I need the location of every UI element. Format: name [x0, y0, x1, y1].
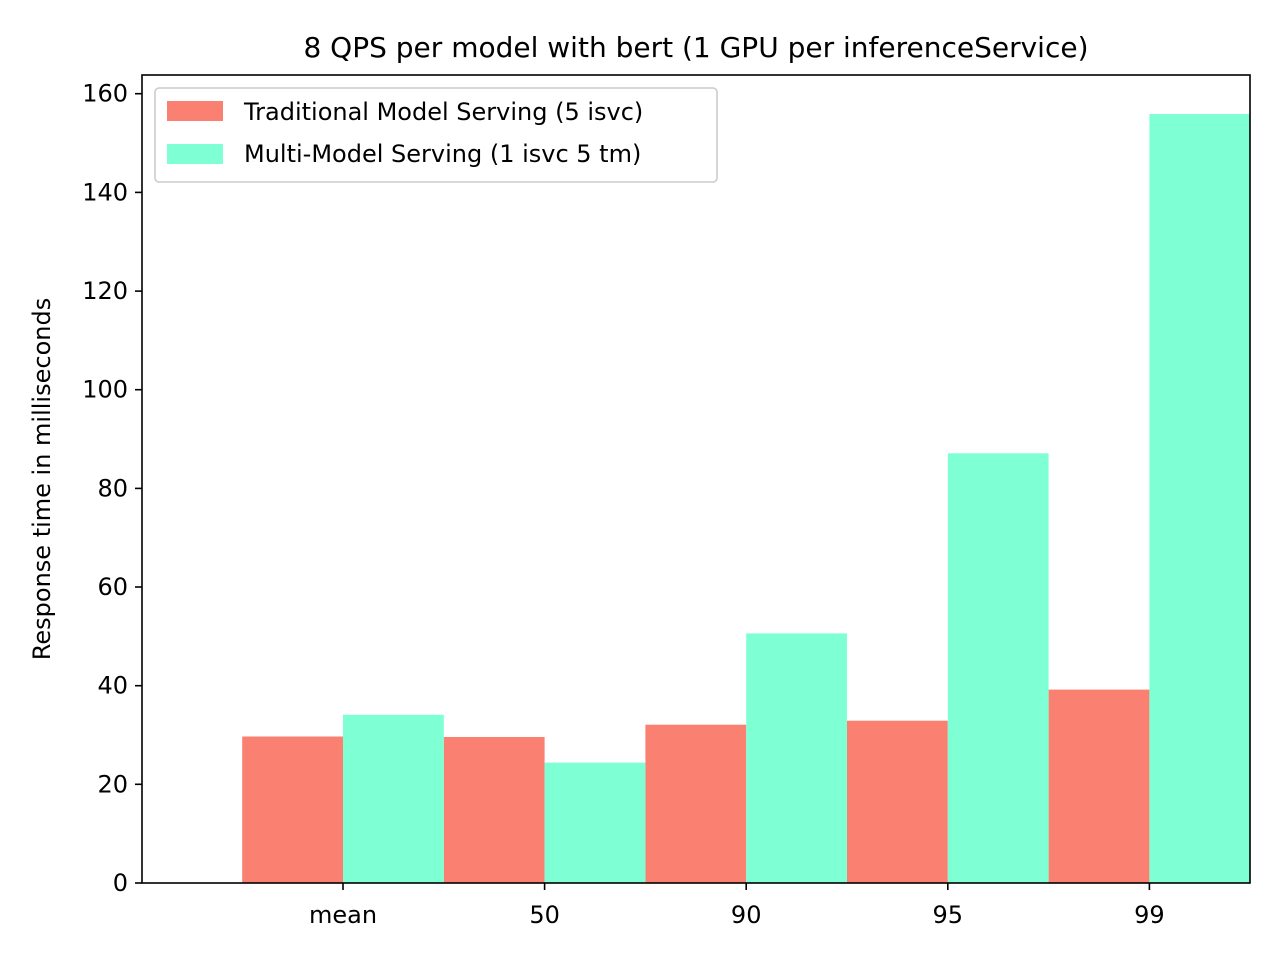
- legend-label-multi-model: Multi-Model Serving (1 isvc 5 tm): [244, 140, 641, 168]
- y-tick-label: 100: [82, 376, 128, 404]
- x-tick-label-99: 99: [1134, 901, 1165, 929]
- legend-label-traditional: Traditional Model Serving (5 isvc): [243, 98, 643, 126]
- y-tick-label: 40: [97, 672, 128, 700]
- plot-frame: [141, 74, 1251, 884]
- y-axis-label: Response time in milliseconds: [28, 298, 56, 660]
- bar-traditional-model-serving-5-isvc-90: [645, 724, 747, 883]
- bar-traditional-model-serving-5-isvc-mean: [242, 736, 343, 883]
- legend-box: [154, 87, 718, 183]
- legend-swatch-traditional: [167, 101, 223, 121]
- y-tick-label: 80: [97, 474, 128, 502]
- legend: Traditional Model Serving (5 isvc) Multi…: [154, 87, 718, 183]
- legend-swatch-multi-model: [167, 144, 223, 164]
- x-tick-label-95: 95: [933, 901, 964, 929]
- y-tick-label: 20: [97, 770, 128, 798]
- chart-title: 8 QPS per model with bert (1 GPU per inf…: [303, 31, 1088, 64]
- y-tick-label: 160: [82, 80, 128, 108]
- bar-multi-model-serving-1-isvc-5-tm-90: [746, 633, 847, 883]
- bar-multi-model-serving-1-isvc-5-tm-50: [544, 762, 646, 883]
- x-tick-label-90: 90: [731, 901, 762, 929]
- bar-multi-model-serving-1-isvc-5-tm-99: [1149, 114, 1251, 883]
- bar-traditional-model-serving-5-isvc-50: [443, 737, 545, 883]
- y-axis-ticks: 0 20 40 60 80 100 120 140 160: [82, 80, 142, 897]
- bar-multi-model-serving-1-isvc-5-tm-mean: [343, 714, 444, 883]
- y-tick-label: 140: [82, 178, 128, 206]
- bar-traditional-model-serving-5-isvc-95: [847, 720, 948, 883]
- bars-group: [242, 114, 1251, 883]
- x-tick-label-mean: mean: [309, 901, 377, 929]
- y-tick-label: 120: [82, 277, 128, 305]
- x-tick-label-50: 50: [529, 901, 560, 929]
- bar-traditional-model-serving-5-isvc-99: [1048, 689, 1150, 883]
- x-axis-ticks: mean 50 90 95 99: [309, 883, 1165, 929]
- bar-multi-model-serving-1-isvc-5-tm-95: [947, 453, 1049, 883]
- y-tick-label: 0: [113, 869, 128, 897]
- y-tick-label: 60: [97, 573, 128, 601]
